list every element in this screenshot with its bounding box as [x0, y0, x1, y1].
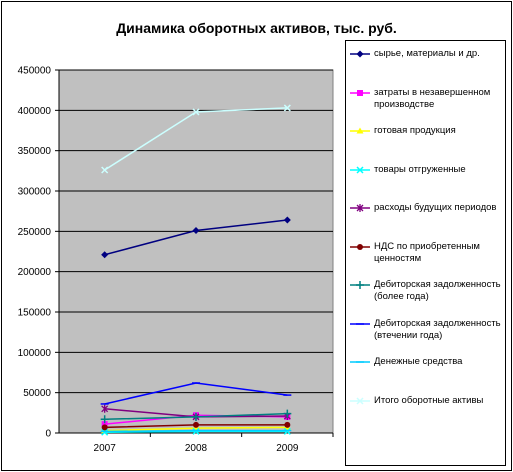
legend-marker	[350, 204, 370, 212]
data-point	[101, 251, 109, 259]
legend-symbol	[356, 50, 364, 58]
y-tick-label: 150000	[18, 308, 52, 319]
data-point	[101, 424, 108, 431]
legend-symbol	[357, 243, 363, 250]
legend-marker	[350, 361, 370, 363]
legend-label: готовая продукция	[374, 125, 456, 136]
legend-label: НДС по приобретенным ценностям	[374, 240, 480, 264]
legend-marker	[350, 89, 370, 96]
legend-marker	[350, 281, 370, 289]
y-tick-label: 200000	[18, 267, 52, 278]
chart-title: Динамика оборотных активов, тыс. руб.	[116, 20, 397, 36]
data-point	[283, 104, 291, 112]
y-tick-label: 350000	[18, 146, 52, 157]
legend-symbol	[356, 281, 364, 289]
y-tick-label: 400000	[18, 106, 52, 117]
legend-marker	[350, 243, 370, 250]
legend-label: Дебиторская задолженность (втечении года…	[374, 317, 501, 341]
legend-label: товары отгруженные	[374, 163, 466, 175]
data-point	[193, 421, 199, 428]
y-tick-label: 100000	[18, 348, 52, 359]
series-4	[101, 427, 291, 436]
y-tick-label: 250000	[18, 227, 52, 238]
data-point	[101, 428, 109, 436]
data-point	[283, 216, 291, 224]
series-1	[101, 216, 291, 259]
legend-symbol	[356, 396, 364, 405]
plot-area	[58, 69, 334, 434]
legend-marker	[350, 322, 370, 325]
legend-symbol	[356, 165, 364, 174]
series-10	[101, 104, 291, 174]
chart-legend: сырье, материалы и др. затраты в незаверш…	[345, 40, 506, 466]
data-point	[192, 108, 200, 116]
data-point	[283, 409, 292, 418]
y-tick-label: 300000	[18, 187, 52, 198]
x-tick-label: 2008	[185, 443, 208, 454]
legend-label: Дебиторская задолженность (более года)	[374, 279, 501, 302]
y-tick-label: 0	[45, 429, 51, 440]
data-point	[101, 404, 109, 413]
data-point	[192, 227, 200, 235]
data-point	[283, 427, 291, 435]
legend-symbol	[356, 204, 364, 212]
x-tick-label: 2009	[276, 443, 299, 454]
x-tick-label: 2007	[94, 443, 117, 454]
legend-symbol	[356, 127, 364, 134]
legend-marker	[350, 127, 370, 134]
legend-marker	[350, 396, 370, 405]
y-tick-label: 50000	[23, 388, 51, 399]
series-6	[101, 421, 291, 431]
data-point	[284, 421, 291, 428]
legend-marker	[350, 165, 370, 174]
legend-label: расходы будущих периодов	[374, 202, 497, 213]
legend-label: затраты в незавершенном производстве	[374, 86, 491, 110]
data-point	[101, 421, 108, 428]
data-point	[192, 427, 200, 435]
data-point	[192, 412, 200, 421]
legend-marker	[350, 50, 370, 58]
legend-label: сырье, материалы и др.	[374, 48, 480, 59]
legend-label: Итого оборотные активы	[374, 394, 484, 406]
data-point	[101, 166, 109, 174]
data-point	[100, 415, 109, 424]
legend-label: Денежные средства	[374, 356, 463, 367]
series-9	[100, 429, 292, 433]
legend-symbol	[357, 89, 363, 96]
series-7	[100, 409, 292, 424]
series-8	[100, 382, 292, 405]
y-tick-label: 450000	[18, 66, 52, 77]
